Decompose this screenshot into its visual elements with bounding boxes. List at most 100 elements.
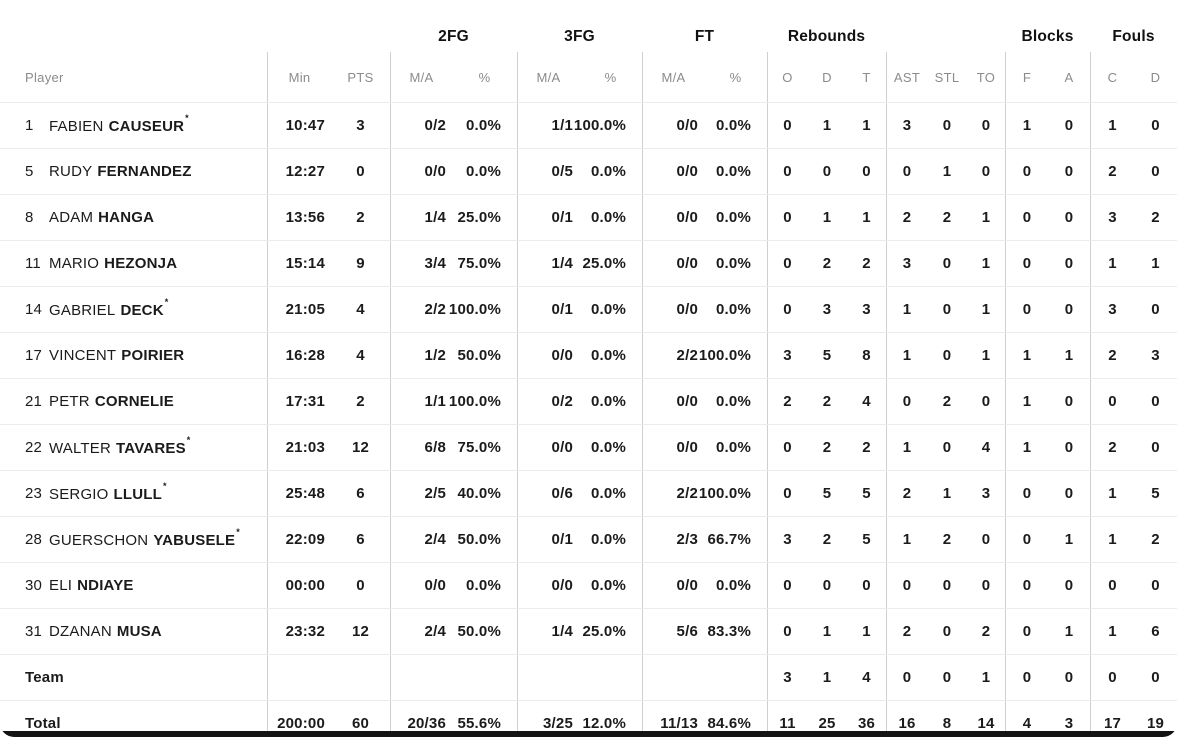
table-row: 22 WALTER TAVARES* 21:03 12 6/8 75.0% 0/0… — [0, 425, 1177, 471]
min-cell: 16:28 — [267, 333, 331, 378]
stl-cell: 2 — [942, 393, 952, 410]
reb-d-cell: 3 — [822, 301, 832, 318]
reb-t-cell: 1 — [862, 209, 871, 226]
player-name-cell[interactable]: 22 WALTER TAVARES* — [0, 425, 267, 470]
col-header-ast: AST — [886, 52, 927, 102]
to-cell: 0 — [981, 393, 991, 410]
player-name-cell[interactable]: 8 ADAM HANGA — [0, 195, 267, 240]
foul-drawn-cell: 3 — [1151, 347, 1160, 364]
2fg-ma-cell: 1/2 — [390, 333, 452, 378]
col-header-ft-ma: M/A — [642, 52, 704, 102]
player-name: DZANAN MUSA — [49, 623, 162, 640]
2fg-ma-cell: 1/1 — [390, 379, 452, 424]
to-cell: 0 — [981, 163, 991, 180]
3fg-pct-cell: 0.0% — [591, 209, 626, 226]
reb-t-cell: 2 — [862, 439, 871, 456]
pts-cell: 6 — [356, 531, 365, 548]
player-name: PETR CORNELIE — [49, 393, 174, 410]
stl-cell: 0 — [942, 301, 952, 318]
ft-ma-cell: 0/0 — [642, 425, 704, 470]
player-name-cell[interactable]: 17 VINCENT POIRIER — [0, 333, 267, 378]
total-ft-pct: 84.6% — [707, 715, 751, 732]
min-cell: 21:03 — [267, 425, 331, 470]
3fg-pct-cell: 0.0% — [591, 531, 626, 548]
team-reb-t: 4 — [862, 669, 871, 686]
ft-ma-cell: 0/0 — [642, 241, 704, 286]
player-name-cell[interactable]: 1 FABIEN CAUSEUR* — [0, 103, 267, 148]
block-against-cell: 0 — [1064, 301, 1074, 318]
table-row: 23 SERGIO LLULL* 25:48 6 2/5 40.0% 0/6 0.… — [0, 471, 1177, 517]
player-number: 30 — [25, 577, 43, 594]
3fg-pct-cell: 25.0% — [582, 623, 626, 640]
table-row: 5 RUDY FERNANDEZ 12:27 0 0/0 0.0% 0/5 0.0… — [0, 149, 1177, 195]
group-header-2fg: 2FG — [438, 28, 469, 45]
team-foul-drawn: 0 — [1151, 669, 1160, 686]
pts-cell: 4 — [356, 347, 365, 364]
ft-ma-cell: 2/2 — [642, 471, 704, 516]
reb-d-cell: 1 — [822, 117, 832, 134]
foul-committed-cell: 0 — [1090, 563, 1134, 608]
foul-drawn-cell: 6 — [1151, 623, 1160, 640]
player-name-cell[interactable]: 21 PETR CORNELIE — [0, 379, 267, 424]
block-against-cell: 0 — [1064, 485, 1074, 502]
block-favor-cell: 1 — [1005, 379, 1048, 424]
ast-cell: 3 — [886, 103, 927, 148]
player-name-cell[interactable]: 23 SERGIO LLULL* — [0, 471, 267, 516]
3fg-ma-cell: 0/0 — [517, 563, 579, 608]
col-header-reb-d: D — [822, 69, 832, 85]
total-reb-t: 36 — [857, 715, 876, 732]
3fg-ma-cell: 0/2 — [517, 379, 579, 424]
reb-d-cell: 5 — [822, 485, 832, 502]
group-header-ft: FT — [694, 28, 715, 45]
col-header-to: TO — [976, 69, 996, 85]
team-row-label: Team — [25, 669, 64, 686]
3fg-ma-cell: 0/5 — [517, 149, 579, 194]
foul-drawn-cell: 0 — [1151, 301, 1160, 318]
foul-drawn-cell: 2 — [1151, 209, 1160, 226]
player-number: 21 — [25, 393, 43, 410]
reb-o-cell: 0 — [767, 563, 807, 608]
total-3fg-pct: 12.0% — [582, 715, 626, 732]
player-name-cell[interactable]: 30 ELI NDIAYE — [0, 563, 267, 608]
team-row: Team 3 1 4 0 0 1 0 0 0 0 — [0, 655, 1177, 701]
player-name: VINCENT POIRIER — [49, 347, 185, 364]
foul-committed-cell: 1 — [1090, 103, 1134, 148]
starter-mark: * — [164, 296, 169, 307]
player-name-cell[interactable]: 11 MARIO HEZONJA — [0, 241, 267, 286]
to-cell: 2 — [981, 623, 991, 640]
min-cell: 15:14 — [267, 241, 331, 286]
col-header-min: Min — [267, 52, 331, 102]
col-header-reb-o: O — [767, 52, 807, 102]
ft-pct-cell: 83.3% — [707, 623, 751, 640]
2fg-pct-cell: 50.0% — [457, 623, 501, 640]
2fg-pct-cell: 100.0% — [448, 393, 501, 410]
ast-cell: 1 — [886, 517, 927, 562]
stl-cell: 0 — [942, 577, 952, 594]
to-cell: 1 — [981, 209, 991, 226]
stl-cell: 1 — [942, 485, 952, 502]
ast-cell: 3 — [886, 241, 927, 286]
player-name-cell[interactable]: 14 GABRIEL DECK* — [0, 287, 267, 332]
starter-mark: * — [163, 480, 167, 491]
player-name-cell[interactable]: 5 RUDY FERNANDEZ — [0, 149, 267, 194]
stl-cell: 0 — [942, 347, 952, 364]
pts-cell: 2 — [356, 393, 365, 410]
2fg-ma-cell: 0/0 — [390, 149, 452, 194]
foul-committed-cell: 1 — [1090, 517, 1134, 562]
total-3fg-ma: 3/25 — [517, 701, 579, 737]
block-favor-cell: 0 — [1005, 517, 1048, 562]
player-name-cell[interactable]: 28 GUERSCHON YABUSELE* — [0, 517, 267, 562]
stl-cell: 0 — [942, 623, 952, 640]
reb-d-cell: 0 — [822, 163, 832, 180]
player-rows: 1 FABIEN CAUSEUR* 10:47 3 0/2 0.0% 1/1 10… — [0, 103, 1177, 655]
player-name: ADAM HANGA — [49, 209, 155, 226]
reb-t-cell: 0 — [862, 163, 871, 180]
min-cell: 22:09 — [267, 517, 331, 562]
player-number: 22 — [25, 439, 43, 456]
reb-t-cell: 4 — [862, 393, 871, 410]
col-header-block-favor: F — [1005, 52, 1048, 102]
player-name-cell[interactable]: 31 DZANAN MUSA — [0, 609, 267, 654]
ft-pct-cell: 0.0% — [716, 439, 751, 456]
reb-o-cell: 0 — [767, 287, 807, 332]
team-reb-o: 3 — [767, 655, 807, 700]
